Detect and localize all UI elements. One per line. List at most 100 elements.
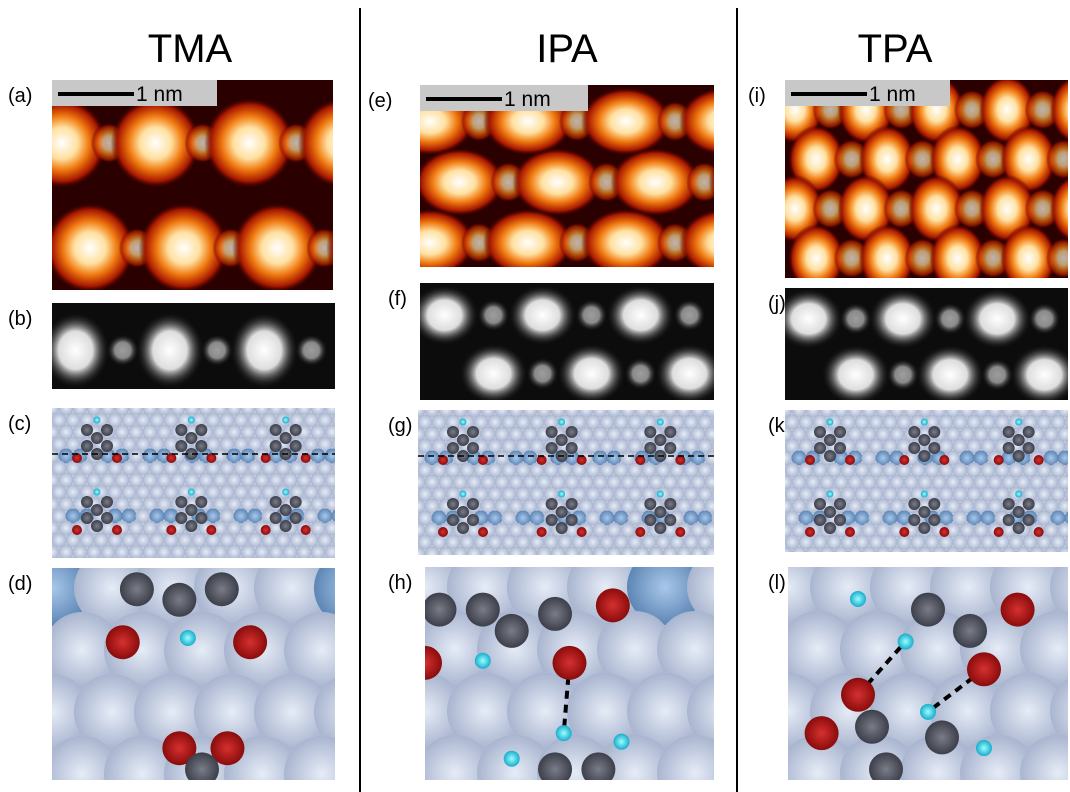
carbon: [1023, 442, 1035, 454]
carbon: [546, 442, 558, 454]
surface-atom: [579, 547, 594, 562]
panel-label: (h): [388, 572, 412, 594]
carbon: [81, 496, 93, 508]
oxygen: [166, 525, 176, 535]
carbon: [928, 498, 940, 510]
surface-atom: [346, 461, 361, 476]
sim-blob-small: [527, 358, 559, 390]
sim-image: [411, 283, 755, 404]
hydrogen: [921, 491, 928, 498]
panel-label: (g): [388, 415, 412, 437]
carbon: [447, 442, 459, 454]
hydrogen: [921, 419, 928, 426]
hydrogen: [898, 634, 914, 650]
carbon: [664, 498, 676, 510]
hydrogen: [188, 489, 195, 496]
sim-blob-small: [625, 358, 657, 390]
surface-atom: [523, 547, 538, 562]
surface-atom: [726, 535, 741, 550]
surface-atom: [988, 547, 1003, 562]
surface-atom: [1002, 547, 1017, 562]
surface-atom: [551, 547, 566, 562]
carbon: [91, 520, 103, 532]
panel-label: (i): [748, 85, 766, 107]
panel-label: (c): [8, 413, 31, 435]
carbon: [175, 424, 187, 436]
sim-blob: [136, 312, 204, 388]
oxygen: [899, 455, 909, 465]
carbon: [918, 434, 930, 446]
carbon: [120, 572, 154, 606]
carbon: [185, 752, 219, 786]
carbon: [664, 426, 676, 438]
surface-atom: [717, 735, 793, 792]
hydrogen: [188, 417, 195, 424]
carbon: [1013, 434, 1025, 446]
carbon: [918, 450, 930, 462]
carbon: [1003, 426, 1015, 438]
stm-blob-small: [686, 162, 722, 202]
scale-bar-label: 1 nm: [869, 83, 916, 106]
carbon: [1003, 514, 1015, 526]
carbon: [1013, 450, 1025, 462]
surface-atom: [834, 547, 849, 562]
surface-atom: [635, 547, 650, 562]
surface-atom: [346, 533, 361, 548]
stm-image: [767, 76, 1070, 293]
sim-blob-small: [478, 299, 510, 331]
carbon: [1013, 522, 1025, 534]
carbon: [814, 514, 826, 526]
carbon: [824, 506, 836, 518]
sim-blob: [916, 345, 984, 405]
carbon: [834, 514, 846, 526]
oxygen: [478, 527, 488, 537]
stm-blob-small: [372, 123, 408, 163]
sim-blob: [230, 312, 298, 388]
carbon: [664, 514, 676, 526]
sim-blob-small: [107, 334, 139, 366]
carbon: [495, 614, 529, 648]
surface-atom: [726, 511, 741, 526]
surface-atom: [719, 403, 734, 418]
carbon: [81, 512, 93, 524]
hydrogen: [1015, 491, 1022, 498]
carbon: [855, 710, 889, 744]
carbon: [824, 450, 836, 462]
surface-atom: [726, 439, 741, 454]
carbon: [101, 424, 113, 436]
surface-atom: [974, 547, 989, 562]
surface-atom: [820, 547, 835, 562]
sim-blob-small: [674, 299, 706, 331]
carbon: [447, 498, 459, 510]
carbon: [908, 442, 920, 454]
carbon: [834, 442, 846, 454]
oxygen: [206, 525, 216, 535]
column-title: IPA: [536, 27, 598, 71]
carbon: [824, 434, 836, 446]
carbon: [566, 514, 578, 526]
carbon: [1013, 506, 1025, 518]
carbon: [101, 512, 113, 524]
figure: TMA(a)1 nm(b)(c)(d)IPA(e)1 nm(f)(g)(h)TP…: [0, 0, 1070, 792]
surface-atom: [1044, 547, 1059, 562]
sim-blob: [42, 312, 110, 388]
hydrogen: [475, 653, 491, 669]
surface-atom: [453, 547, 468, 562]
surface-atom: [339, 497, 354, 512]
oxygen: [553, 646, 587, 680]
carbon: [270, 496, 282, 508]
surface-atom: [495, 547, 510, 562]
surface-atom: [663, 547, 678, 562]
surface-atom: [339, 473, 354, 488]
surface-atom: [1030, 547, 1045, 562]
sim-image: [775, 288, 1070, 405]
carbon: [175, 496, 187, 508]
surface-atom: [425, 547, 440, 562]
carbon: [175, 440, 187, 452]
surface-atom: [565, 547, 580, 562]
oxygen: [408, 646, 442, 680]
panel-label: (j): [768, 293, 786, 315]
surface-atom: [946, 547, 961, 562]
stm-blob: [679, 209, 769, 277]
carbon: [814, 498, 826, 510]
